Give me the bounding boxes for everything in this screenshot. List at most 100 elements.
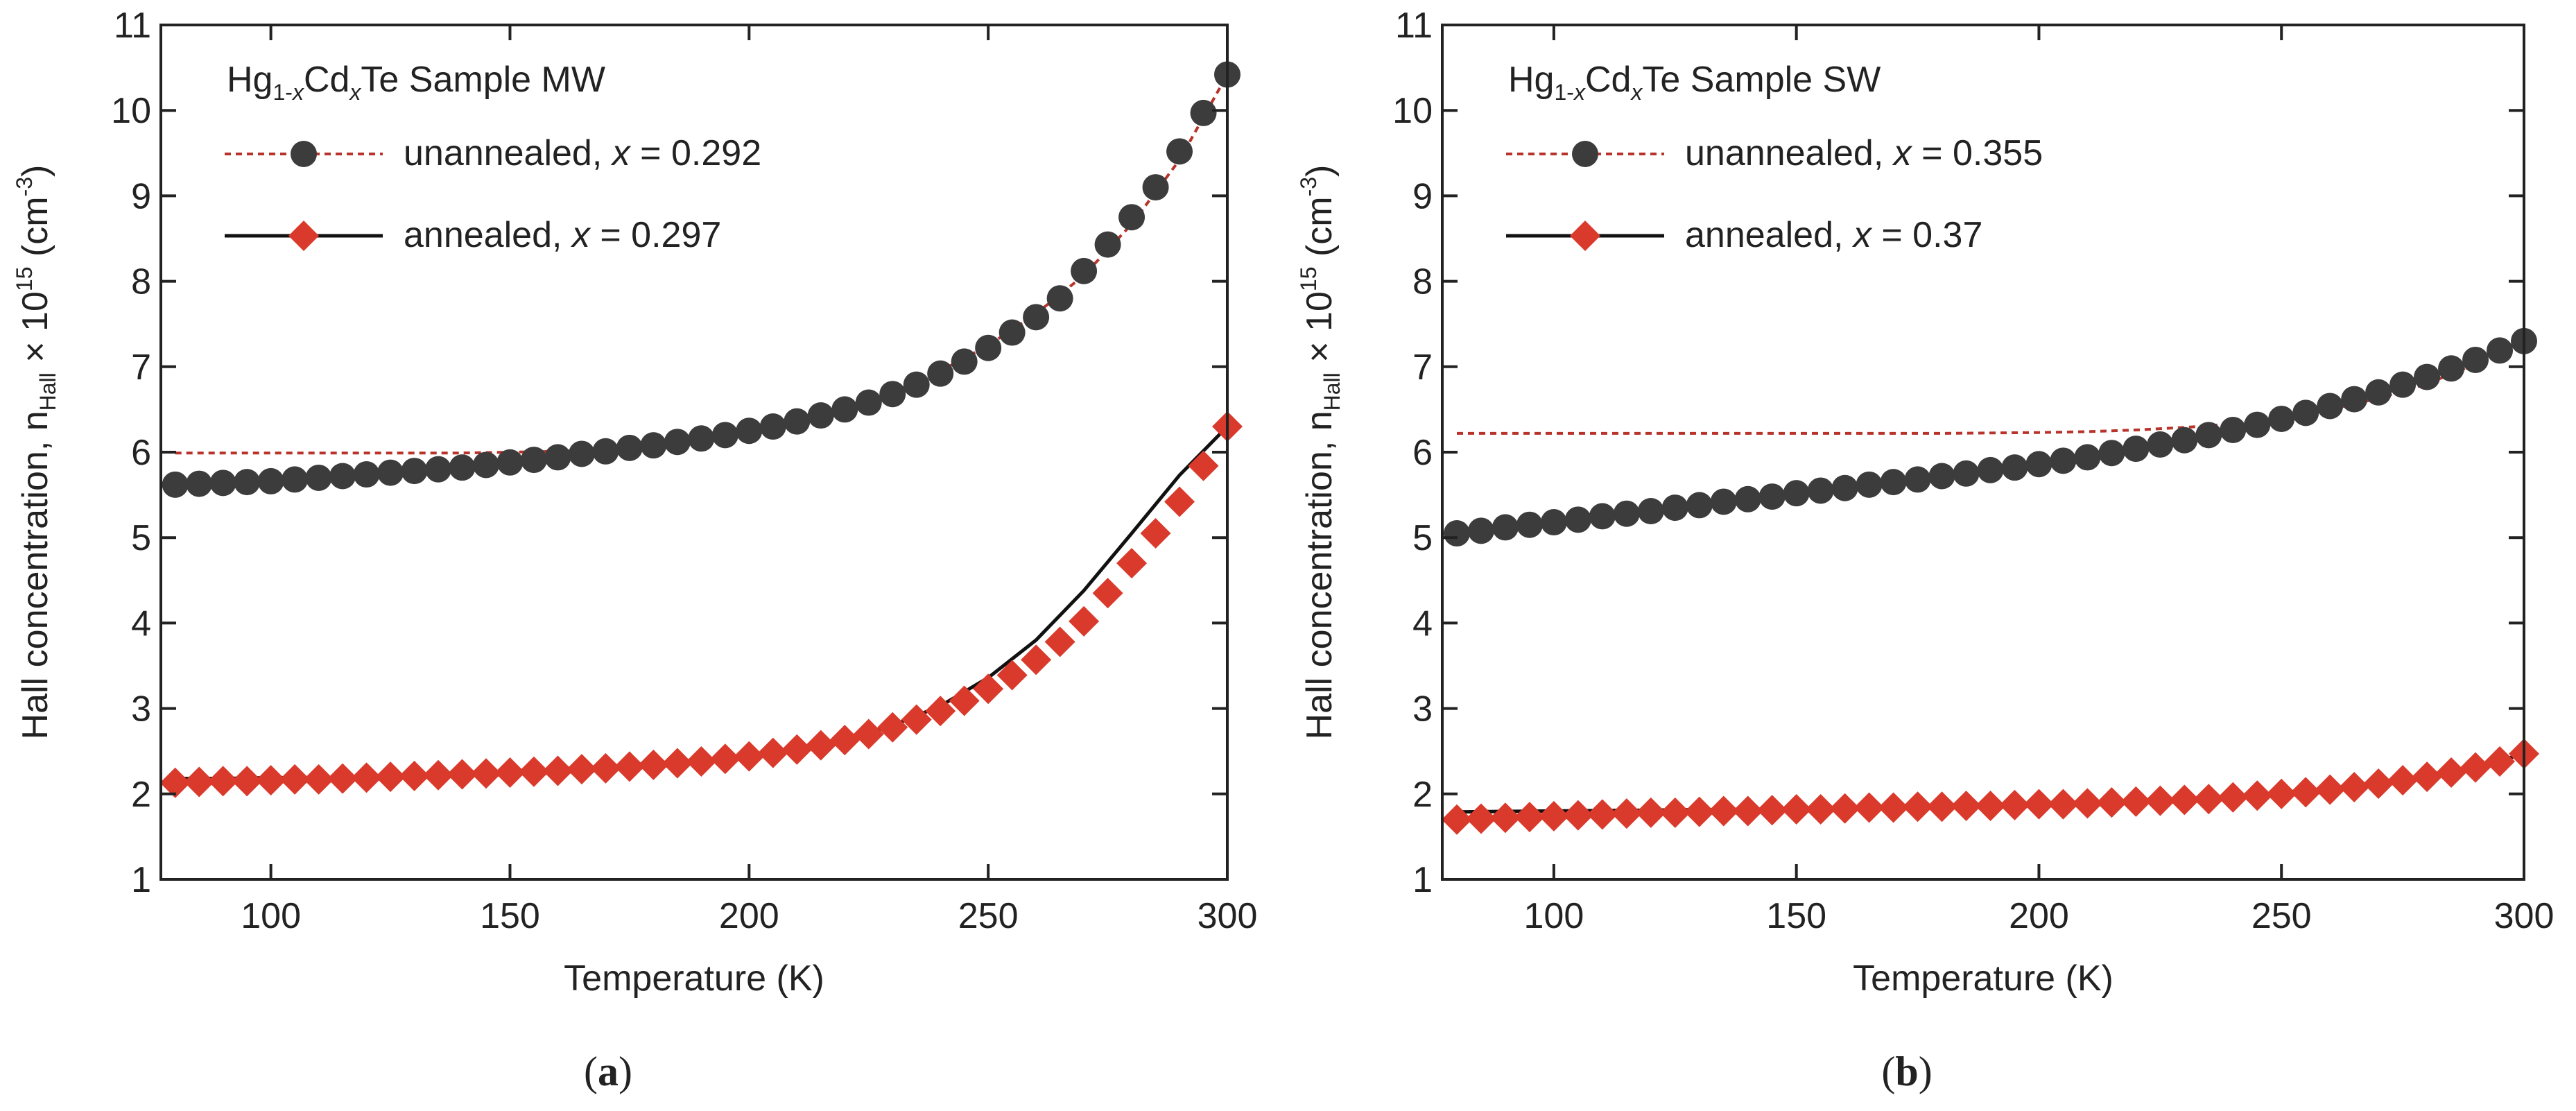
data-point-unannealed bbox=[1166, 138, 1193, 165]
data-point-annealed bbox=[470, 758, 501, 789]
data-point-unannealed bbox=[999, 319, 1026, 346]
legend-title-cd: Cd bbox=[1585, 60, 1631, 100]
data-point-annealed bbox=[207, 766, 239, 797]
data-point-unannealed bbox=[162, 471, 189, 498]
y-axis-title-sub: Hall bbox=[1320, 372, 1345, 411]
y-axis-title-unit-sup: -3 bbox=[12, 177, 37, 196]
y-tick-label: 9 bbox=[1412, 176, 1433, 216]
x-tick-label: 250 bbox=[958, 896, 1019, 936]
data-point-annealed bbox=[877, 712, 908, 743]
data-point-annealed bbox=[2242, 780, 2273, 811]
data-point-unannealed bbox=[975, 334, 1002, 361]
data-point-annealed bbox=[2460, 752, 2491, 783]
legend-label-name: annealed, bbox=[1685, 215, 1853, 255]
data-point-annealed bbox=[1514, 802, 1545, 833]
legend-title-sub2: x bbox=[1630, 80, 1643, 105]
legend-title-hg: Hg bbox=[227, 60, 273, 100]
legend-label-value: = 0.297 bbox=[590, 215, 721, 255]
panel-label: (b) bbox=[1881, 1049, 1932, 1094]
data-point-unannealed bbox=[903, 371, 930, 398]
data-point-annealed bbox=[949, 685, 980, 716]
legend-marker-unannealed bbox=[1572, 141, 1598, 167]
data-point-annealed bbox=[1781, 793, 1812, 825]
data-point-unannealed bbox=[472, 451, 499, 479]
legend-title-subx: x bbox=[291, 80, 304, 105]
panel-label-letter: b bbox=[1895, 1049, 1918, 1094]
data-point-annealed bbox=[1708, 795, 1739, 827]
y-axis-title-close: ) bbox=[15, 165, 55, 177]
legend-marker-annealed bbox=[1570, 221, 1600, 251]
y-tick-label: 4 bbox=[131, 603, 151, 644]
y-axis-title-sup: 15 bbox=[12, 267, 37, 292]
data-point-unannealed bbox=[1661, 494, 1688, 522]
data-point-annealed bbox=[2290, 777, 2322, 808]
data-point-unannealed bbox=[2365, 379, 2392, 406]
y-tick-label: 3 bbox=[131, 689, 151, 730]
data-point-unannealed bbox=[520, 447, 547, 474]
data-point-annealed bbox=[518, 756, 549, 787]
data-point-annealed bbox=[973, 673, 1004, 705]
data-point-unannealed bbox=[2414, 363, 2441, 390]
legend-label-value: = 0.292 bbox=[630, 133, 761, 173]
x-tick-label: 200 bbox=[2009, 896, 2069, 936]
data-point-annealed bbox=[279, 764, 311, 795]
data-point-unannealed bbox=[1953, 460, 1980, 487]
legend-label-unannealed: unannealed, x = 0.355 bbox=[1685, 133, 2043, 173]
data-point-annealed bbox=[1805, 793, 1836, 825]
data-point-annealed bbox=[925, 696, 956, 727]
data-point-unannealed bbox=[1071, 257, 1098, 284]
data-point-unannealed bbox=[234, 469, 261, 496]
data-point-annealed bbox=[2387, 765, 2419, 796]
data-point-unannealed bbox=[1540, 509, 1567, 536]
data-point-annealed bbox=[1732, 795, 1763, 827]
y-axis-title-times: × 10 bbox=[1299, 291, 1340, 372]
data-point-unannealed bbox=[1492, 514, 1519, 541]
data-point-annealed bbox=[853, 718, 884, 750]
legend-title-sub1: 1- bbox=[1554, 80, 1573, 105]
panel-label-close: ) bbox=[1919, 1049, 1933, 1094]
data-point-unannealed bbox=[1564, 506, 1591, 533]
y-tick-label: 8 bbox=[131, 262, 151, 302]
legend-label-annealed: annealed, x = 0.297 bbox=[404, 215, 721, 255]
legend-title-subx: x bbox=[1573, 80, 1586, 105]
data-point-unannealed bbox=[353, 461, 380, 488]
data-point-annealed bbox=[2218, 782, 2249, 813]
data-point-annealed bbox=[399, 760, 430, 791]
data-point-unannealed bbox=[2147, 431, 2174, 458]
data-point-annealed bbox=[1684, 796, 1715, 827]
panel-label-letter: a bbox=[598, 1049, 619, 1094]
data-point-unannealed bbox=[449, 454, 476, 481]
data-point-unannealed bbox=[2025, 451, 2052, 478]
data-point-unannealed bbox=[592, 438, 619, 465]
data-point-unannealed bbox=[186, 470, 213, 497]
y-tick-label: 10 bbox=[111, 91, 151, 131]
data-point-unannealed bbox=[616, 434, 643, 461]
data-point-annealed bbox=[1829, 793, 1860, 824]
y-tick-label: 11 bbox=[114, 6, 151, 46]
panel-label-open: ( bbox=[584, 1049, 598, 1094]
data-point-annealed bbox=[2315, 774, 2346, 805]
legend-title: Hg1-xCdxTe Sample MW bbox=[227, 60, 605, 105]
data-point-annealed bbox=[494, 757, 526, 788]
data-point-annealed bbox=[2120, 786, 2152, 817]
data-point-unannealed bbox=[1516, 511, 1543, 538]
x-tick-label: 300 bbox=[1198, 896, 1258, 936]
data-point-unannealed bbox=[640, 432, 667, 459]
data-point-unannealed bbox=[1856, 471, 1883, 498]
legend-label-x: x bbox=[1851, 215, 1873, 255]
data-point-unannealed bbox=[831, 396, 858, 423]
data-point-unannealed bbox=[1190, 99, 1217, 126]
data-point-unannealed bbox=[951, 348, 978, 375]
legend-label-unannealed: unannealed, x = 0.292 bbox=[404, 133, 761, 173]
data-point-unannealed bbox=[1734, 485, 1761, 513]
legend-label-x: x bbox=[570, 215, 591, 255]
data-point-unannealed bbox=[209, 470, 236, 497]
data-point-unannealed bbox=[2317, 393, 2344, 420]
data-point-unannealed bbox=[1637, 498, 1664, 525]
data-point-annealed bbox=[2169, 784, 2200, 816]
data-point-unannealed bbox=[496, 449, 524, 476]
data-point-annealed bbox=[996, 660, 1028, 691]
y-axis-title-times: × 10 bbox=[15, 291, 55, 372]
data-point-annealed bbox=[2484, 746, 2516, 777]
